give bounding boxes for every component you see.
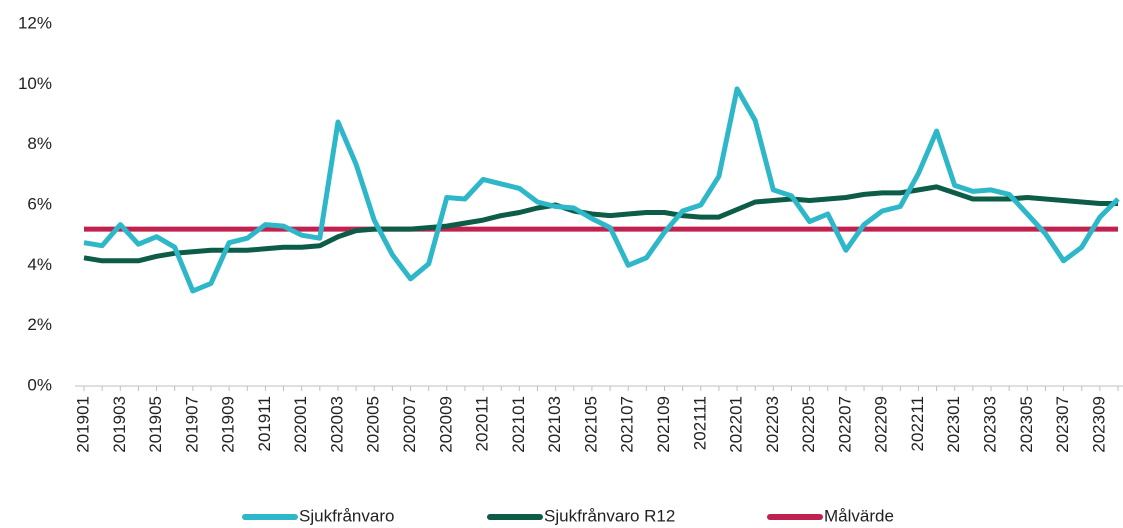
y-tick-label: 10% bbox=[18, 74, 52, 93]
series-line bbox=[83, 184, 1118, 264]
x-tick-label: 202111 bbox=[690, 396, 709, 450]
y-tick-label: 6% bbox=[27, 194, 52, 213]
x-tick-label: 202103 bbox=[545, 396, 564, 453]
x-tick-label: 202207 bbox=[835, 396, 854, 453]
x-tick-label: 202301 bbox=[944, 396, 963, 453]
x-tick-label: 202001 bbox=[291, 396, 310, 453]
y-tick-label: 4% bbox=[27, 255, 52, 274]
x-tick-label: 202201 bbox=[727, 396, 746, 453]
x-tick-label: 201901 bbox=[73, 396, 92, 453]
x-tick-label: 202211 bbox=[908, 396, 927, 451]
x-tick-label: 201909 bbox=[219, 396, 238, 453]
y-tick-label: 12% bbox=[18, 13, 52, 32]
legend-label: Sjukfrånvaro bbox=[299, 506, 394, 525]
x-tick-label: 202307 bbox=[1053, 396, 1072, 453]
x-tick-label: 202209 bbox=[872, 396, 891, 453]
series-line bbox=[83, 86, 1120, 294]
x-tick-label: 201907 bbox=[182, 396, 201, 453]
x-tick-label: 202011 bbox=[473, 396, 492, 451]
x-tick-label: 201905 bbox=[146, 396, 165, 453]
x-tick-label: 202309 bbox=[1089, 396, 1108, 453]
x-tick-label: 202101 bbox=[509, 396, 528, 453]
x-tick-label: 202303 bbox=[981, 396, 1000, 453]
x-tick-label: 202105 bbox=[581, 396, 600, 453]
y-tick-label: 8% bbox=[27, 134, 52, 153]
x-tick-label: 201911 bbox=[255, 396, 274, 451]
x-tick-label: 202009 bbox=[436, 396, 455, 453]
x-tick-label: 202007 bbox=[400, 396, 419, 453]
x-tick-label: 202203 bbox=[763, 396, 782, 453]
y-tick-label: 2% bbox=[27, 315, 52, 334]
x-tick-label: 202107 bbox=[618, 396, 637, 453]
x-tick-label: 202003 bbox=[327, 396, 346, 453]
x-tick-label: 201903 bbox=[110, 396, 129, 453]
x-tick-label: 202305 bbox=[1017, 396, 1036, 453]
legend-label: Målvärde bbox=[824, 506, 894, 525]
legend-label: Sjukfrånvaro R12 bbox=[544, 506, 675, 525]
x-tick-label: 202109 bbox=[654, 396, 673, 453]
y-tick-label: 0% bbox=[27, 375, 52, 394]
x-tick-label: 202205 bbox=[799, 396, 818, 453]
x-tick-label: 202005 bbox=[364, 396, 383, 453]
